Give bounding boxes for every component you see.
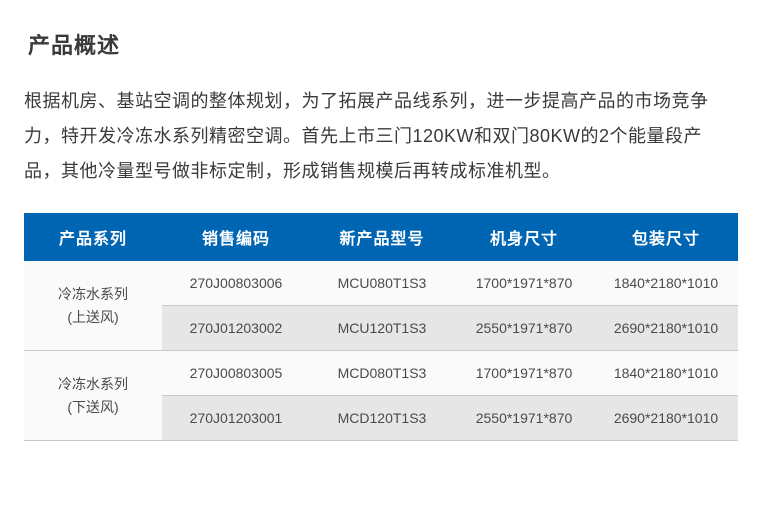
table-row: 冷冻水系列(下送风)270J00803005MCD080T1S31700*197… [24,351,738,396]
series-line: (上送风) [67,309,118,325]
cell-code: 270J00803005 [162,351,310,396]
overview-paragraph: 根据机房、基站空调的整体规划，为了拓展产品线系列，进一步提高产品的市场竞争力，特… [24,84,736,189]
cell-body: 2550*1971*870 [454,396,594,441]
table-body: 冷冻水系列 (上送风) 270J00803006MCU080T1S31700*197… [24,261,738,441]
cell-code: 270J01203002 [162,306,310,351]
product-table: 产品系列销售编码新产品型号机身尺寸包装尺寸 冷冻水系列 (上送风) 270J0080… [24,213,738,441]
cell-body: 1700*1971*870 [454,351,594,396]
table-header-cell: 销售编码 [162,213,310,261]
series-line: 冷冻水系列 [58,376,128,392]
cell-body: 1700*1971*870 [454,261,594,306]
cell-code: 270J01203001 [162,396,310,441]
cell-body: 2550*1971*870 [454,306,594,351]
cell-model: MCD080T1S3 [310,351,454,396]
series-line: (下送风) [67,399,118,415]
table-header-cell: 包装尺寸 [594,213,738,261]
cell-pack: 2690*2180*1010 [594,306,738,351]
cell-pack: 1840*2180*1010 [594,261,738,306]
table-row: 冷冻水系列(上送风)270J00803006MCU080T1S31700*197… [24,261,738,306]
page-title: 产品概述 [28,28,736,60]
table-header-cell: 新产品型号 [310,213,454,261]
table-header-cell: 产品系列 [24,213,162,261]
series-line: 冷冻水系列 [58,286,128,302]
cell-pack: 1840*2180*1010 [594,351,738,396]
cell-code: 270J00803006 [162,261,310,306]
series-cell: 冷冻水系列 (上送风) [24,261,162,351]
series-cell: 冷冻水系列 (下送风) [24,351,162,441]
cell-pack: 2690*2180*1010 [594,396,738,441]
table-header-cell: 机身尺寸 [454,213,594,261]
cell-model: MCU080T1S3 [310,261,454,306]
cell-model: MCU120T1S3 [310,306,454,351]
table-header-row: 产品系列销售编码新产品型号机身尺寸包装尺寸 [24,213,738,261]
cell-model: MCD120T1S3 [310,396,454,441]
